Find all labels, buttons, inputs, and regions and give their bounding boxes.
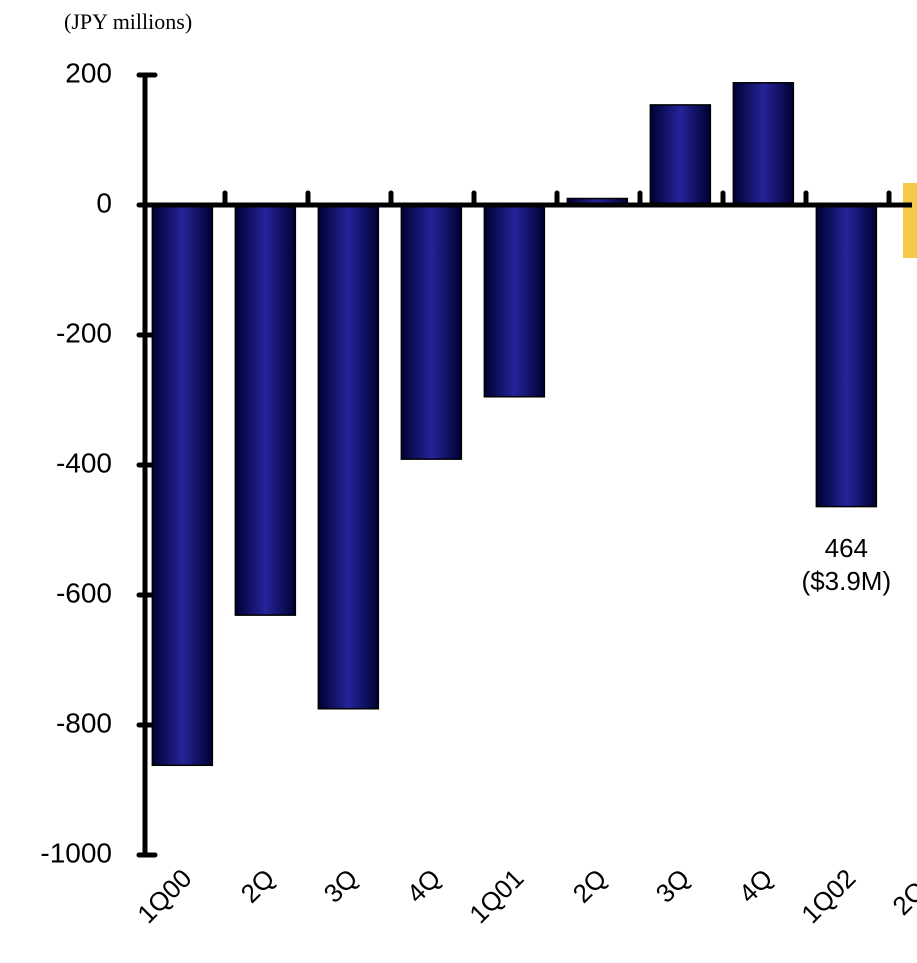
x-tick-label: 4Q bbox=[401, 863, 447, 909]
bar bbox=[317, 204, 380, 710]
x-tick-label: 4Q bbox=[733, 863, 779, 909]
x-tick-label: 3Q bbox=[318, 863, 364, 909]
bar bbox=[400, 204, 463, 460]
x-tick-label: 2Q bbox=[235, 863, 281, 909]
y-tick-label: 200 bbox=[65, 57, 112, 88]
bar bbox=[815, 204, 878, 508]
y-tick-label: -600 bbox=[56, 577, 112, 608]
x-tick-label: 1Q02 bbox=[795, 863, 861, 929]
x-tick-label: 2Q bbox=[567, 863, 613, 909]
annotation: 464 bbox=[825, 533, 868, 563]
x-tick-label: 2QE bbox=[886, 863, 917, 921]
y-tick-label: -200 bbox=[56, 317, 112, 348]
bar bbox=[234, 204, 297, 616]
bar bbox=[483, 204, 546, 398]
y-tick-label: -400 bbox=[56, 447, 112, 478]
highlight-marker bbox=[903, 183, 917, 258]
y-tick-label: 0 bbox=[96, 187, 112, 218]
y-tick-label: -1000 bbox=[40, 837, 112, 868]
y-tick-label: -800 bbox=[56, 707, 112, 738]
bar bbox=[732, 82, 795, 206]
y-axis-label: (JPY millions) bbox=[64, 9, 192, 34]
x-tick-label: 1Q01 bbox=[463, 863, 529, 929]
x-tick-label: 1Q00 bbox=[131, 863, 197, 929]
annotation: ($3.9M) bbox=[802, 566, 892, 596]
bar bbox=[649, 104, 712, 206]
bar bbox=[151, 204, 214, 767]
x-tick-label: 3Q bbox=[650, 863, 696, 909]
